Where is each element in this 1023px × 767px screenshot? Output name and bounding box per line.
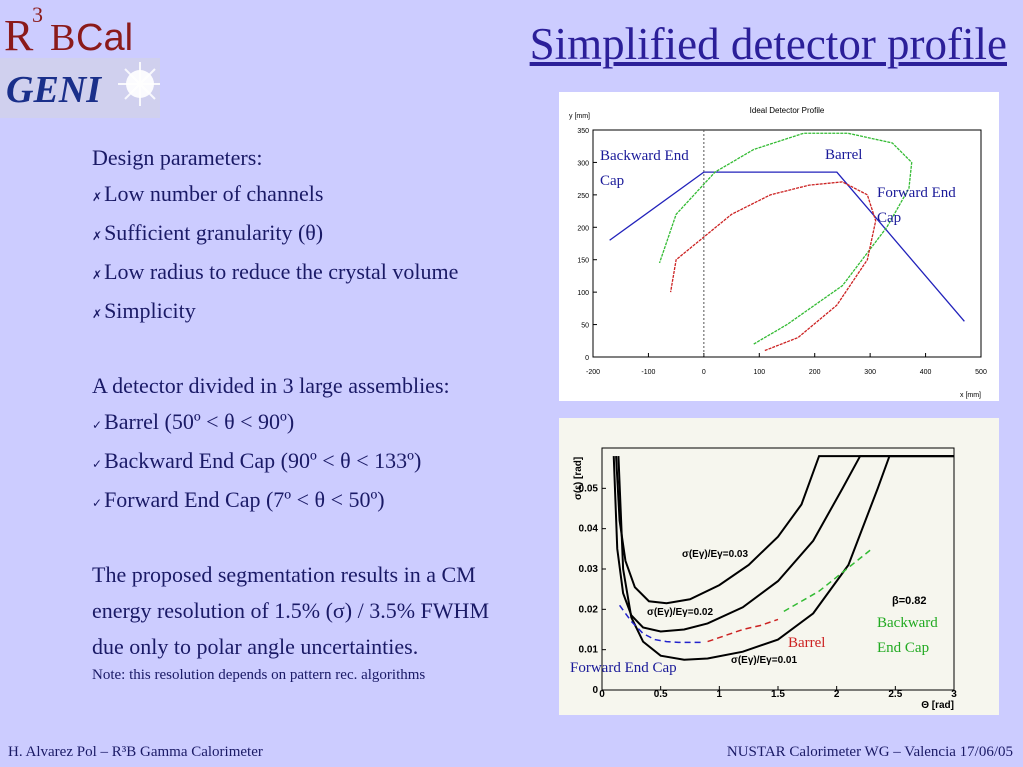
footer-left: H. Alvarez Pol – R³B Gamma Calorimeter <box>8 744 263 760</box>
x-tick-label: 0 <box>702 369 706 376</box>
series-red-line <box>669 181 877 352</box>
check-bullet-icon: ✓ <box>92 457 103 471</box>
x-tick-label: 0.5 <box>654 689 668 700</box>
x-bullet-icon: ✗ <box>92 307 103 321</box>
annotation-label: Cap <box>600 173 624 189</box>
detector-profile-svg: Ideal Detector Profile -200 -100 0 100 200 300… <box>569 106 987 399</box>
annotation-label: σ(Eγ)/Eγ=0.01 <box>731 655 797 666</box>
resolution-line: energy resolution of 1.5% (σ) / 3.5% FWH… <box>92 598 489 623</box>
plot-frame <box>592 129 982 358</box>
series-line <box>618 604 702 644</box>
note-text: Note: this resolution depends on pattern… <box>92 667 426 683</box>
x-tick-label: 0 <box>599 689 605 700</box>
assemblies-header: A detector divided in 3 large assemblies… <box>92 373 450 398</box>
x-tick-label: 400 <box>920 369 932 376</box>
x-tick-label: 2.5 <box>888 689 902 700</box>
x-tick-label: 1 <box>717 689 723 700</box>
x-tick-label: 100 <box>753 369 765 376</box>
x-tick-label: 1.5 <box>771 689 785 700</box>
y-tick-label: 50 <box>581 323 589 330</box>
resolution-chart: 0 0.5 1 1.5 2 2.5 3 0 0.01 0.02 0.03 0.04 0.05 Θ [rad… <box>559 418 999 715</box>
x-tick-label: 2 <box>834 689 840 700</box>
slide-title: Simplified detector profile <box>529 19 1007 69</box>
annotation-label: Forward End <box>877 185 956 201</box>
design-item: ✗Sufficient granularity (θ) <box>92 220 324 245</box>
design-item: ✗Low radius to reduce the crystal volume <box>92 259 459 284</box>
detector-profile-chart: Ideal Detector Profile -200 -100 0 100 200 300… <box>559 92 999 401</box>
annotation-label: σ(Eγ)/Eγ=0.02 <box>647 607 713 618</box>
series-line <box>707 618 779 643</box>
resolution-line: due only to polar angle uncertainties. <box>92 634 419 659</box>
geni-logo: GENI <box>0 58 160 118</box>
footer-right: NUSTAR Calorimeter WG – Valencia 17/06/0… <box>726 744 1013 760</box>
y-tick-label: 350 <box>577 128 589 135</box>
y-tick-label: 0 <box>585 355 589 362</box>
y-tick-label: 300 <box>577 160 589 167</box>
resolution-svg: 0 0.5 1 1.5 2 2.5 3 0 0.01 0.02 0.03 0.04 0.05 Θ [rad… <box>570 447 957 711</box>
x-tick-label: 200 <box>809 369 821 376</box>
x-tick-label: 3 <box>951 689 957 700</box>
series-line <box>612 455 954 633</box>
y-tick-label: 0 <box>592 685 598 696</box>
design-item: ✗Low number of channels <box>92 181 324 206</box>
annotation-label: Barrel <box>788 635 825 651</box>
x-tick-label: 300 <box>864 369 876 376</box>
annotation-label: Forward End Cap <box>570 660 677 676</box>
annotation-label: Barrel <box>825 147 862 163</box>
design-item: ✗Simplicity <box>92 298 196 323</box>
svg-text:GENI: GENI <box>6 69 102 111</box>
y-tick-label: 0.05 <box>579 483 599 494</box>
series-line <box>783 548 873 613</box>
y-axis-label: y [mm] <box>569 113 590 120</box>
annotation-label: Backward <box>877 615 938 631</box>
assembly-item: ✓Barrel (50º < θ < 90º) <box>92 409 295 434</box>
series-green-line <box>658 132 913 345</box>
svg-text:3: 3 <box>32 2 43 27</box>
assembly-item: ✓Forward End Cap (7º < θ < 50º) <box>92 487 385 512</box>
x-axis-label: Θ [rad] <box>921 700 954 711</box>
svg-text:B: B <box>50 17 75 58</box>
assembly-item: ✓Backward End Cap (90º < θ < 133º) <box>92 448 422 473</box>
annotation-label: End Cap <box>877 640 929 656</box>
x-axis-label: x [mm] <box>960 392 981 399</box>
resolution-line: The proposed segmentation results in a C… <box>92 562 476 587</box>
svg-text:Cal: Cal <box>76 17 133 58</box>
x-tick-label: 500 <box>975 369 987 376</box>
y-tick-label: 150 <box>577 258 589 265</box>
annotation-label: Backward End <box>600 148 689 164</box>
annotation-label: σ(Eγ)/Eγ=0.03 <box>682 549 748 560</box>
x-bullet-icon: ✗ <box>92 190 103 204</box>
annotation-label: Cap <box>877 210 901 226</box>
r3bcal-logo: R 3 B Cal <box>0 0 160 60</box>
series-line <box>617 455 954 661</box>
y-axis-label: σ(ε) [rad] <box>573 457 584 500</box>
y-tick-label: 100 <box>577 290 589 297</box>
design-header: Design parameters: <box>92 145 263 170</box>
body-text: Design parameters: ✗Low number of channe… <box>92 140 562 685</box>
y-tick-label: 0.01 <box>579 645 599 656</box>
annotation-label: β=0.82 <box>892 595 927 607</box>
series-detector-line <box>609 171 965 322</box>
y-tick-label: 0.04 <box>579 524 599 535</box>
svg-text:R: R <box>4 11 34 58</box>
x-bullet-icon: ✗ <box>92 268 103 282</box>
y-tick-label: 200 <box>577 225 589 232</box>
y-tick-label: 250 <box>577 193 589 200</box>
x-bullet-icon: ✗ <box>92 229 103 243</box>
x-tick-label: -100 <box>641 369 655 376</box>
y-tick-label: 0.03 <box>579 564 599 575</box>
chart-title: Ideal Detector Profile <box>750 106 825 115</box>
y-tick-label: 0.02 <box>579 604 599 615</box>
x-tick-label: -200 <box>586 369 600 376</box>
check-bullet-icon: ✓ <box>92 418 103 432</box>
series-line <box>615 455 954 605</box>
check-bullet-icon: ✓ <box>92 496 103 510</box>
